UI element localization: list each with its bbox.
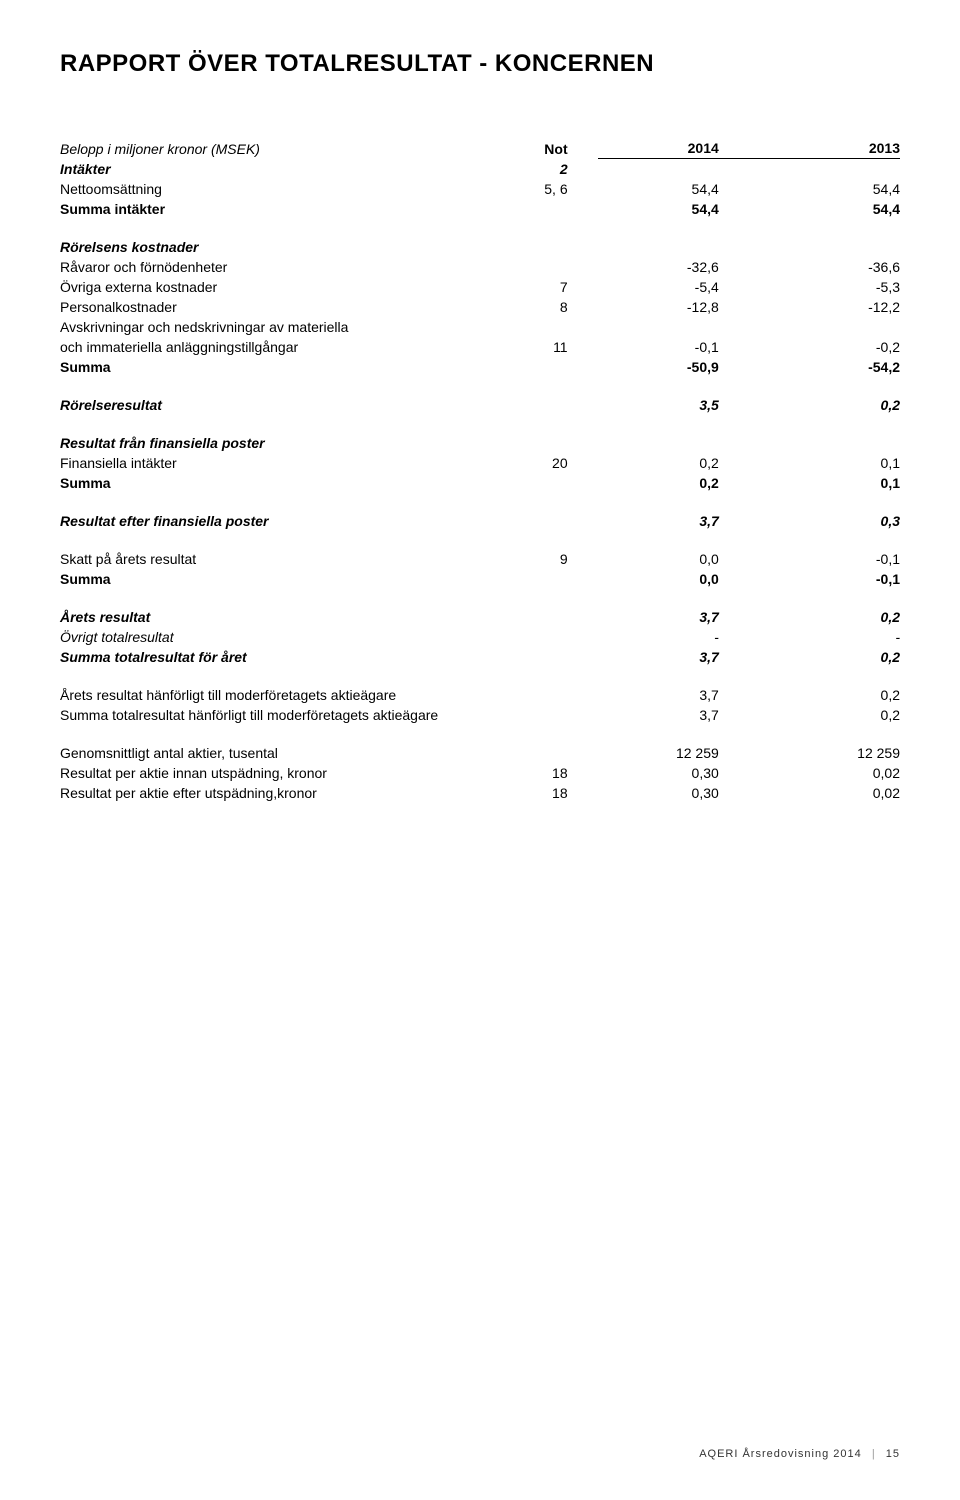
table-header-row: Belopp i miljoner kronor (MSEK) Not 2014… xyxy=(60,138,900,159)
row-finansiella-intakter: Finansiella intäkter200,20,1 xyxy=(60,453,900,473)
footer-separator: | xyxy=(872,1448,876,1460)
row-genomsnitt: Genomsnittligt antal aktier, tusental12 … xyxy=(60,743,900,763)
row-hanforligt-1: Årets resultat hänförligt till moderföre… xyxy=(60,685,900,705)
row-nettoomsattning: Nettoomsättning5, 654,454,4 xyxy=(60,179,900,199)
row-arets-resultat: Årets resultat3,70,2 xyxy=(60,607,900,627)
row-ravaror: Råvaror och förnödenheter-32,6-36,6 xyxy=(60,257,900,277)
row-avskr-line1: Avskrivningar och nedskrivningar av mate… xyxy=(60,317,900,337)
section-rorelsens: Rörelsens kostnader xyxy=(60,237,900,257)
page-footer: AQERI Årsredovisning 2014 | 15 xyxy=(699,1448,900,1460)
header-label: Belopp i miljoner kronor (MSEK) xyxy=(60,138,514,159)
row-ovriga: Övriga externa kostnader7-5,4-5,3 xyxy=(60,277,900,297)
header-2013: 2013 xyxy=(749,138,900,159)
row-skatt: Skatt på årets resultat90,0-0,1 xyxy=(60,549,900,569)
row-per-aktie-innan: Resultat per aktie innan utspädning, kro… xyxy=(60,763,900,783)
footer-page-number: 15 xyxy=(886,1448,900,1460)
row-summa-fin: Summa0,20,1 xyxy=(60,473,900,493)
row-avskr-line2: och immateriella anläggningstillgångar11… xyxy=(60,337,900,357)
row-summa-kostnader: Summa-50,9-54,2 xyxy=(60,357,900,377)
row-resultat-efter: Resultat efter finansiella poster3,70,3 xyxy=(60,511,900,531)
row-summa-intakter: Summa intäkter54,454,4 xyxy=(60,199,900,219)
financial-table: Belopp i miljoner kronor (MSEK) Not 2014… xyxy=(60,138,900,803)
header-not: Not xyxy=(514,138,598,159)
page-title: RAPPORT ÖVER TOTALRESULTAT - KONCERNEN xyxy=(60,50,900,78)
row-per-aktie-efter: Resultat per aktie efter utspädning,kron… xyxy=(60,783,900,803)
section-intakter: Intäkter2 xyxy=(60,159,900,179)
row-personal: Personalkostnader8-12,8-12,2 xyxy=(60,297,900,317)
row-summa-skatt: Summa0,0-0,1 xyxy=(60,569,900,589)
row-ovrigt-total: Övrigt totalresultat-- xyxy=(60,627,900,647)
section-finposter: Resultat från finansiella poster xyxy=(60,433,900,453)
footer-text: AQERI Årsredovisning 2014 xyxy=(699,1448,862,1460)
header-2014: 2014 xyxy=(598,138,749,159)
row-rorelseresultat: Rörelseresultat3,50,2 xyxy=(60,395,900,415)
row-hanforligt-2: Summa totalresultat hänförligt till mode… xyxy=(60,705,900,725)
row-summa-totalresultat: Summa totalresultat för året3,70,2 xyxy=(60,647,900,667)
